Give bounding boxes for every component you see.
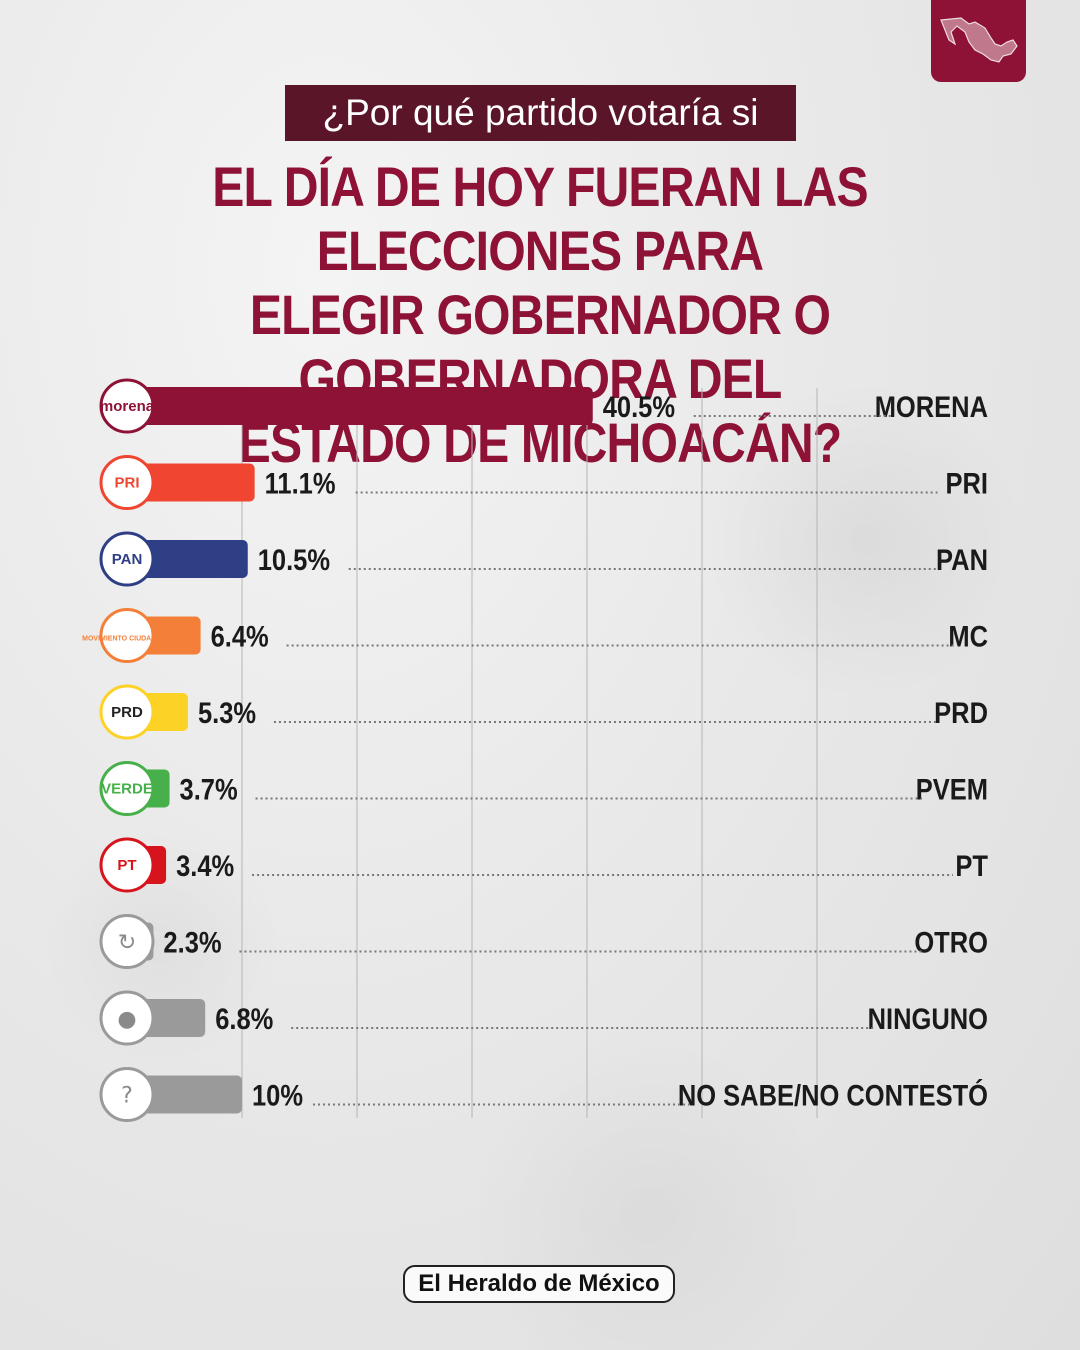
pt-logo <box>99 837 155 893</box>
pri-logo-text: PRI <box>114 475 139 492</box>
value-label: 10.5% <box>258 543 331 576</box>
pri-logo <box>99 455 155 510</box>
question-banner: ¿Por qué partido votaría si <box>285 85 796 141</box>
category-label: PRI <box>946 467 988 500</box>
headline-line: EL DÍA DE HOY FUERAN LAS ELECCIONES PARA <box>212 155 868 282</box>
value-label: 3.7% <box>180 773 238 806</box>
pvem-logo-text: VERDE <box>101 781 153 798</box>
morena-logo <box>99 378 155 434</box>
pvem-logo <box>99 761 155 816</box>
value-label: 6.4% <box>211 620 269 653</box>
brand-footer: El Heraldo de México <box>403 1265 675 1303</box>
person-icon <box>99 990 155 1046</box>
person-icon-glyph: ● <box>117 1007 136 1032</box>
category-label: NINGUNO <box>868 1002 988 1035</box>
question-people-icon-glyph: ? <box>121 1084 133 1109</box>
category-label: PVEM <box>916 773 988 806</box>
bar <box>127 1075 242 1114</box>
category-label: MC <box>948 620 988 653</box>
value-label: 40.5% <box>603 390 676 423</box>
mc-logo <box>99 608 155 663</box>
bar <box>127 463 255 502</box>
question-people-icon <box>99 1067 155 1122</box>
category-label: PRD <box>934 696 988 729</box>
value-label: 10% <box>252 1079 303 1112</box>
value-label: 5.3% <box>198 696 256 729</box>
morena-logo-text: morena <box>100 398 155 415</box>
prd-logo-text: PRD <box>111 704 143 721</box>
category-label: NO SABE/NO CONTESTÓ <box>678 1079 988 1112</box>
refresh-icon-glyph: ↻ <box>118 931 136 956</box>
bar <box>127 387 593 425</box>
mexico-map-badge <box>931 0 1026 82</box>
value-label: 6.8% <box>215 1002 273 1035</box>
mc-logo-text: MOVIMIENTO CIUDADANO <box>82 636 172 643</box>
prd-logo <box>99 684 155 740</box>
value-label: 11.1% <box>265 467 336 500</box>
pan-logo <box>99 531 155 587</box>
mexico-map-icon <box>940 17 1018 63</box>
category-label: MORENA <box>875 390 988 423</box>
pt-logo-text: PT <box>117 857 136 874</box>
category-label: OTRO <box>914 926 988 959</box>
category-label: PT <box>955 849 988 882</box>
refresh-icon <box>99 914 155 969</box>
value-label: 2.3% <box>163 926 221 959</box>
pan-logo-text: PAN <box>112 551 143 568</box>
category-label: PAN <box>936 543 988 576</box>
value-label: 3.4% <box>176 849 234 882</box>
bar <box>127 540 248 578</box>
